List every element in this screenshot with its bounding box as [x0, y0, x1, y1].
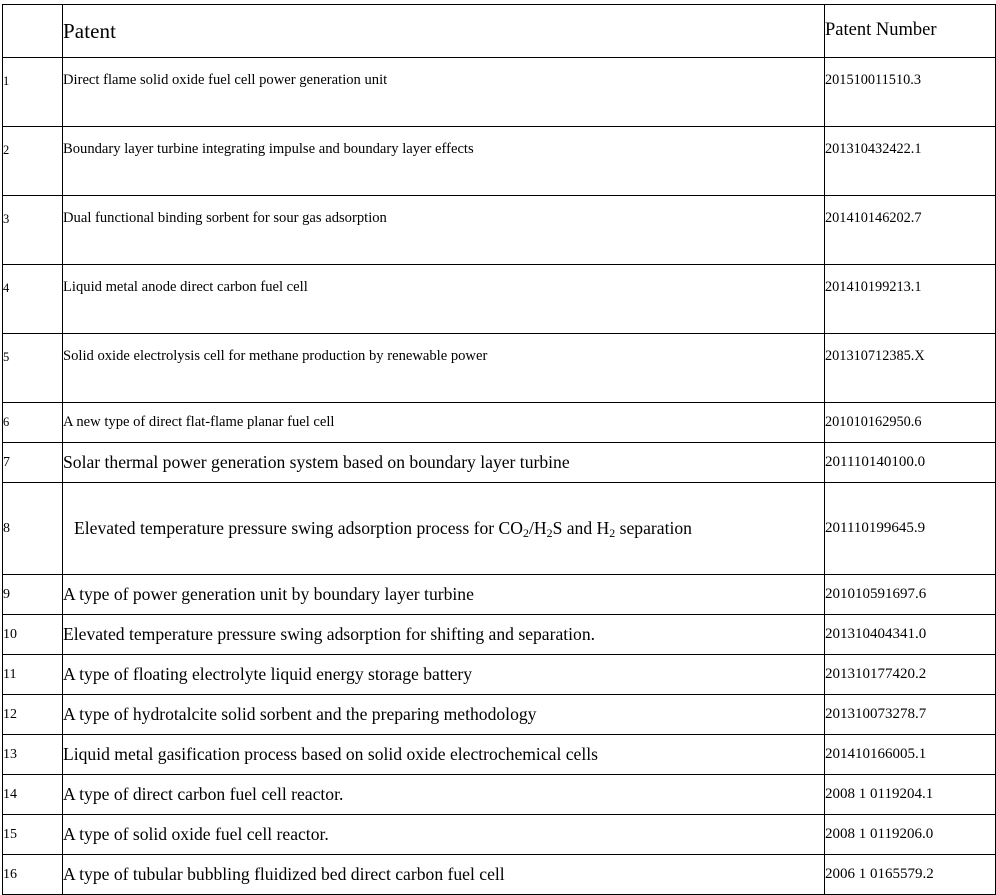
table-row: 16 A type of tubular bubbling fluidized b… [2, 854, 996, 895]
patent-number: 201310073278.7 [824, 694, 996, 735]
patent-title: Elevated temperature pressure swing adso… [62, 482, 825, 575]
table-row: 1 Direct flame solid oxide fuel cell powe… [2, 57, 996, 127]
patent-title: Dual functional binding sorbent for sour… [62, 195, 825, 265]
table-row: 7 Solar thermal power generation system b… [2, 442, 996, 483]
table-row: 10 Elevated temperature pressure swing ad… [2, 614, 996, 655]
table-row: 3 Dual functional binding sorbent for sou… [2, 195, 996, 265]
row-index: 10 [2, 614, 63, 655]
patent-number: 201410199213.1 [824, 264, 996, 334]
table-row: 2 Boundary layer turbine integrating impu… [2, 126, 996, 196]
table-row: 13 Liquid metal gasification process base… [2, 734, 996, 775]
patent-title: A type of solid oxide fuel cell reactor. [62, 814, 825, 855]
patent-title: Elevated temperature pressure swing adso… [62, 614, 825, 655]
patent-number: 201310404341.0 [824, 614, 996, 655]
patent-number: 201010162950.6 [824, 402, 996, 443]
row-index: 14 [2, 774, 63, 815]
table-row: 8 Elevated temperature pressure swing ads… [2, 482, 996, 575]
patent-title: Boundary layer turbine integrating impul… [62, 126, 825, 196]
patent-number: 201010591697.6 [824, 574, 996, 615]
patent-number: 201410146202.7 [824, 195, 996, 265]
patent-title: A type of direct carbon fuel cell reacto… [62, 774, 825, 815]
patent-title: A type of floating electrolyte liquid en… [62, 654, 825, 695]
patent-number: 201510011510.3 [824, 57, 996, 127]
patent-number: 2008 1 0119206.0 [824, 814, 996, 855]
table-header: Patent Patent Number [2, 4, 996, 58]
patent-title: Solar thermal power generation system ba… [62, 442, 825, 483]
row-index: 7 [2, 442, 63, 483]
table-row: 15 A type of solid oxide fuel cell reacto… [2, 814, 996, 855]
patent-table-page: Patent Patent Number 1 Direct flame solid… [0, 4, 996, 895]
patent-title: Liquid metal anode direct carbon fuel ce… [62, 264, 825, 334]
patent-title: A type of tubular bubbling fluidized bed… [62, 854, 825, 895]
table-header-row: Patent Patent Number [2, 4, 996, 58]
patent-title: Direct flame solid oxide fuel cell power… [62, 57, 825, 127]
row-index: 15 [2, 814, 63, 855]
table-row: 4 Liquid metal anode direct carbon fuel c… [2, 264, 996, 334]
row-index: 16 [2, 854, 63, 895]
patent-number: 201310177420.2 [824, 654, 996, 695]
patent-number: 2008 1 0119204.1 [824, 774, 996, 815]
row-index: 5 [2, 333, 63, 403]
row-index: 11 [2, 654, 63, 695]
patent-title: Solid oxide electrolysis cell for methan… [62, 333, 825, 403]
table-row: 5 Solid oxide electrolysis cell for metha… [2, 333, 996, 403]
table-row: 14 A type of direct carbon fuel cell reac… [2, 774, 996, 815]
column-header-patent-number: Patent Number [824, 4, 996, 58]
row-index: 9 [2, 574, 63, 615]
table-body: 1 Direct flame solid oxide fuel cell powe… [2, 57, 996, 895]
row-index: 2 [2, 126, 63, 196]
patent-table: Patent Patent Number 1 Direct flame solid… [2, 4, 996, 895]
patent-number: 2006 1 0165579.2 [824, 854, 996, 895]
patent-number: 201110199645.9 [824, 482, 996, 575]
row-index: 13 [2, 734, 63, 775]
table-row: 12 A type of hydrotalcite solid sorbent a… [2, 694, 996, 735]
patent-number: 201310432422.1 [824, 126, 996, 196]
patent-number: 201110140100.0 [824, 442, 996, 483]
column-header-patent: Patent [62, 4, 825, 58]
patent-title: A new type of direct flat-flame planar f… [62, 402, 825, 443]
row-index: 6 [2, 402, 63, 443]
patent-number: 201410166005.1 [824, 734, 996, 775]
table-row: 11 A type of floating electrolyte liquid … [2, 654, 996, 695]
row-index: 12 [2, 694, 63, 735]
patent-title: Liquid metal gasification process based … [62, 734, 825, 775]
row-index: 8 [2, 482, 63, 575]
patent-number: 201310712385.X [824, 333, 996, 403]
column-header-index [2, 4, 63, 58]
row-index: 3 [2, 195, 63, 265]
row-index: 4 [2, 264, 63, 334]
patent-title: A type of hydrotalcite solid sorbent and… [62, 694, 825, 735]
row-index: 1 [2, 57, 63, 127]
patent-title: A type of power generation unit by bound… [62, 574, 825, 615]
